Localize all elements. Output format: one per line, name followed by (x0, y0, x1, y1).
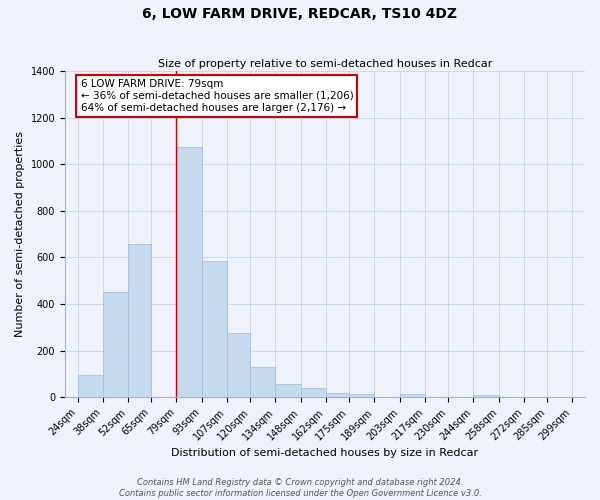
Text: 6 LOW FARM DRIVE: 79sqm
← 36% of semi-detached houses are smaller (1,206)
64% of: 6 LOW FARM DRIVE: 79sqm ← 36% of semi-de… (80, 80, 353, 112)
X-axis label: Distribution of semi-detached houses by size in Redcar: Distribution of semi-detached houses by … (172, 448, 479, 458)
Y-axis label: Number of semi-detached properties: Number of semi-detached properties (15, 131, 25, 337)
Bar (77, 375, 103, 397)
Bar (473, 395, 499, 397)
Bar (275, 384, 301, 397)
Bar (176, 147, 202, 397)
Bar (227, 333, 250, 397)
Bar (349, 394, 374, 397)
Bar (250, 367, 275, 397)
Bar (400, 394, 425, 397)
Bar (301, 388, 326, 397)
Text: Contains HM Land Registry data © Crown copyright and database right 2024.
Contai: Contains HM Land Registry data © Crown c… (119, 478, 481, 498)
Title: Size of property relative to semi-detached houses in Redcar: Size of property relative to semi-detach… (158, 59, 492, 69)
Bar (326, 392, 349, 397)
Text: 6, LOW FARM DRIVE, REDCAR, TS10 4DZ: 6, LOW FARM DRIVE, REDCAR, TS10 4DZ (143, 8, 458, 22)
Bar (128, 244, 151, 397)
Bar (202, 261, 227, 397)
Bar (103, 292, 128, 397)
